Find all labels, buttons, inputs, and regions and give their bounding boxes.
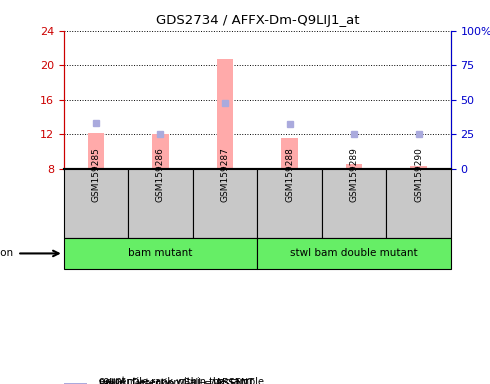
Bar — [346, 164, 362, 169]
Text: GSM159290: GSM159290 — [414, 147, 423, 202]
Bar — [128, 169, 193, 238]
Bar — [411, 166, 427, 169]
Text: genotype/variation: genotype/variation — [0, 248, 13, 258]
Bar — [322, 169, 386, 238]
Title: GDS2734 / AFFX-Dm-Q9LIJ1_at: GDS2734 / AFFX-Dm-Q9LIJ1_at — [155, 14, 359, 27]
Bar — [64, 169, 128, 238]
Bar — [64, 382, 87, 383]
Text: GSM159286: GSM159286 — [156, 147, 165, 202]
Bar — [281, 138, 297, 169]
Text: GSM159287: GSM159287 — [220, 147, 229, 202]
Bar — [88, 132, 104, 169]
Text: stwl bam double mutant: stwl bam double mutant — [290, 248, 418, 258]
Bar — [152, 134, 169, 169]
Bar — [64, 238, 257, 269]
Text: count: count — [98, 376, 126, 384]
Text: value, Detection Call = ABSENT: value, Detection Call = ABSENT — [98, 378, 254, 384]
Bar — [64, 383, 87, 384]
Bar — [257, 169, 322, 238]
Text: GSM159288: GSM159288 — [285, 147, 294, 202]
Text: GSM159289: GSM159289 — [349, 147, 359, 202]
Text: rank, Detection Call = ABSENT: rank, Detection Call = ABSENT — [98, 379, 249, 384]
Text: bam mutant: bam mutant — [128, 248, 193, 258]
Bar — [386, 169, 451, 238]
Bar — [257, 238, 451, 269]
Bar — [193, 169, 257, 238]
Bar — [217, 59, 233, 169]
Text: percentile rank within the sample: percentile rank within the sample — [98, 377, 264, 384]
Text: GSM159285: GSM159285 — [92, 147, 100, 202]
